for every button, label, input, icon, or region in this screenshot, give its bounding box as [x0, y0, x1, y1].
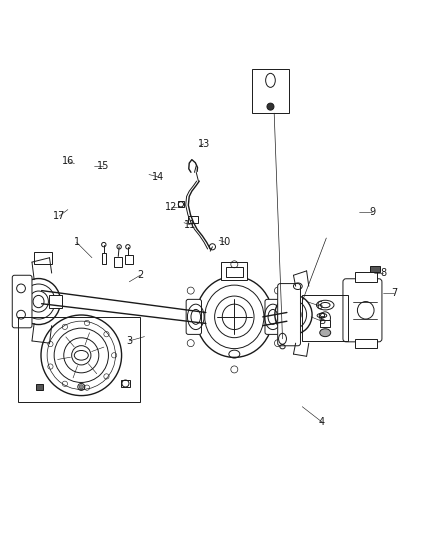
FancyBboxPatch shape — [12, 275, 32, 328]
Text: 3: 3 — [126, 336, 132, 346]
Text: 8: 8 — [380, 268, 386, 278]
Bar — [226, 266, 243, 278]
Text: 2: 2 — [137, 270, 143, 280]
Text: 15: 15 — [97, 161, 109, 171]
Text: 16: 16 — [62, 156, 74, 166]
Bar — [355, 339, 377, 349]
Text: 14: 14 — [152, 172, 164, 182]
FancyBboxPatch shape — [186, 300, 201, 334]
Text: 12: 12 — [165, 203, 177, 212]
Circle shape — [267, 103, 274, 110]
Bar — [178, 201, 184, 207]
Bar — [188, 216, 198, 223]
Bar — [114, 257, 122, 266]
FancyBboxPatch shape — [265, 300, 280, 334]
Circle shape — [79, 385, 84, 389]
Text: 10: 10 — [219, 237, 232, 247]
Text: 17: 17 — [53, 211, 65, 221]
Bar — [49, 295, 62, 308]
Bar — [370, 266, 380, 272]
Bar — [102, 253, 106, 264]
Text: 4: 4 — [319, 417, 325, 427]
Text: 11: 11 — [184, 220, 197, 230]
Text: 5: 5 — [319, 316, 325, 326]
Bar — [320, 320, 330, 327]
Bar — [121, 380, 130, 387]
Bar — [18, 317, 140, 402]
Bar — [34, 252, 52, 264]
Bar — [125, 255, 133, 264]
FancyBboxPatch shape — [278, 284, 300, 346]
Text: 1: 1 — [74, 237, 80, 247]
Text: 9: 9 — [369, 207, 375, 217]
Ellipse shape — [320, 329, 331, 337]
Text: 6: 6 — [317, 301, 323, 311]
Bar — [302, 295, 348, 341]
Text: 7: 7 — [391, 288, 397, 298]
Bar — [221, 262, 247, 280]
Text: 13: 13 — [198, 139, 210, 149]
FancyBboxPatch shape — [343, 279, 382, 342]
Bar — [355, 272, 377, 282]
Bar — [36, 384, 43, 390]
Bar — [252, 69, 289, 113]
